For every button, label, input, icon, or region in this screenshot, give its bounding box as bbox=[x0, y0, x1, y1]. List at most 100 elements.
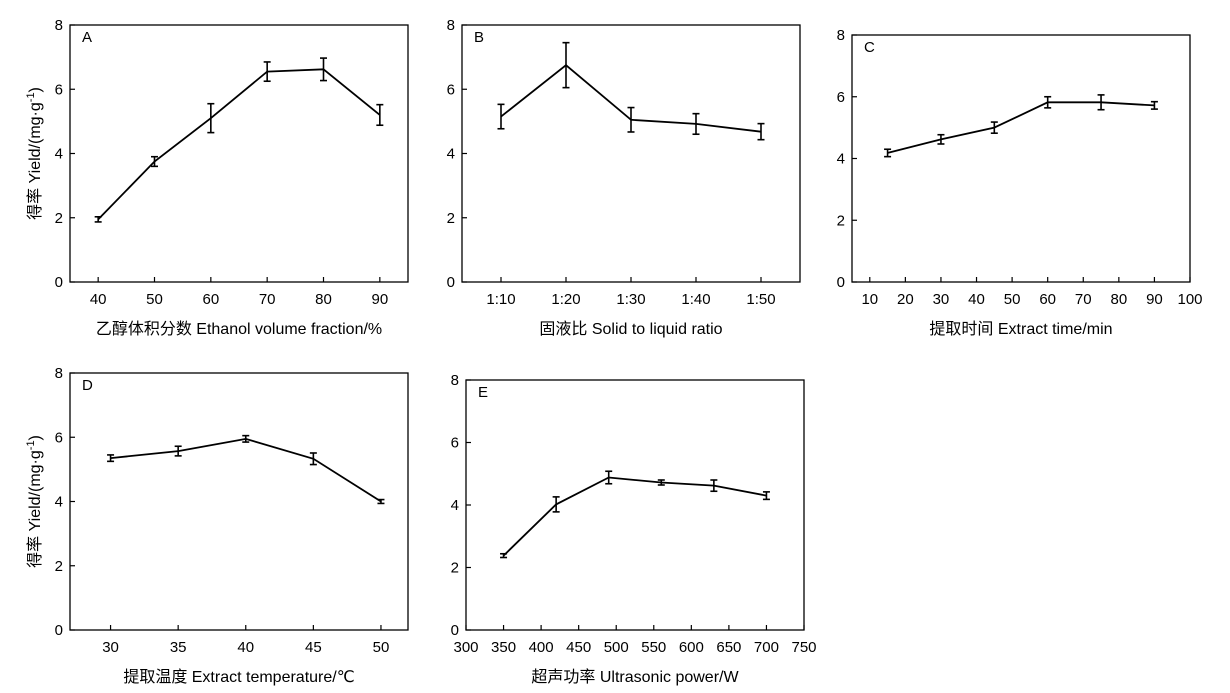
error-bar bbox=[657, 479, 665, 486]
panel-d: 0 2 4 6 8 30 35 40 45 50 D 提取温度 Extract temperature… bbox=[25, 365, 409, 686]
y-tick-label: 8 bbox=[55, 17, 63, 34]
y-tick-label: 6 bbox=[447, 81, 455, 98]
x-tick-label: 40 bbox=[968, 291, 985, 308]
y-tick-label: 6 bbox=[837, 89, 845, 106]
error-bar bbox=[320, 57, 327, 82]
x-tick-label: 30 bbox=[102, 639, 119, 656]
x-axis-title: 固液比 Solid to liquid ratio bbox=[539, 320, 722, 338]
y-tick-label: 0 bbox=[837, 274, 845, 291]
plot-frame bbox=[851, 34, 1191, 283]
error-bar bbox=[242, 434, 250, 443]
y-tick-label: 4 bbox=[55, 146, 63, 163]
y-axis-title: 得率 Yield/(mg·g-1) bbox=[25, 87, 44, 220]
error-bar bbox=[1150, 100, 1158, 110]
error-bar bbox=[757, 122, 765, 141]
x-tick-label: 70 bbox=[1075, 291, 1092, 308]
error-bar bbox=[107, 454, 115, 463]
error-bar bbox=[207, 102, 215, 134]
x-tick-label: 700 bbox=[754, 639, 779, 656]
error-bar bbox=[762, 491, 770, 501]
series-line bbox=[97, 68, 381, 221]
x-tick-label: 90 bbox=[371, 291, 388, 308]
error-bar bbox=[605, 470, 613, 485]
plot-frame bbox=[69, 24, 409, 283]
x-tick-label: 1:10 bbox=[486, 291, 515, 308]
y-tick-label: 0 bbox=[55, 274, 63, 291]
x-axis-title: 乙醇体积分数 Ethanol volume fraction/% bbox=[96, 320, 382, 338]
y-tick-label: 6 bbox=[55, 429, 63, 446]
x-tick-label: 50 bbox=[373, 639, 390, 656]
error-bar bbox=[94, 215, 102, 223]
y-tick-label: 4 bbox=[447, 146, 455, 163]
panel-label-c: C bbox=[864, 39, 875, 56]
x-tick-label: 20 bbox=[897, 291, 914, 308]
error-bar bbox=[692, 112, 700, 136]
y-tick-label: 2 bbox=[55, 558, 63, 575]
y-axis-title: 得率 Yield/(mg·g-1) bbox=[25, 435, 44, 568]
error-bar bbox=[710, 479, 718, 493]
error-bar bbox=[151, 155, 158, 168]
error-bar bbox=[884, 148, 892, 158]
x-tick-label: 50 bbox=[146, 291, 163, 308]
x-tick-label: 50 bbox=[1004, 291, 1021, 308]
panel-label-b: B bbox=[474, 29, 484, 46]
x-tick-label: 450 bbox=[566, 639, 591, 656]
panel-label-e: E bbox=[478, 384, 488, 401]
plot-frame bbox=[461, 24, 801, 283]
x-tick-label: 750 bbox=[791, 639, 816, 656]
x-tick-label: 30 bbox=[933, 291, 950, 308]
y-tick-label: 8 bbox=[451, 372, 459, 389]
x-tick-label: 80 bbox=[1110, 291, 1127, 308]
y-tick-label: 0 bbox=[451, 622, 459, 639]
x-tick-label: 400 bbox=[529, 639, 554, 656]
series-line bbox=[110, 437, 382, 503]
error-bar bbox=[552, 496, 560, 513]
x-tick-label: 10 bbox=[861, 291, 878, 308]
error-bar bbox=[562, 41, 570, 89]
panel-label-a: A bbox=[82, 29, 92, 46]
x-tick-label: 70 bbox=[259, 291, 276, 308]
y-tick-label: 0 bbox=[447, 274, 455, 291]
error-bar bbox=[937, 133, 945, 145]
x-tick-label: 1:50 bbox=[746, 291, 775, 308]
x-tick-label: 300 bbox=[453, 639, 478, 656]
x-axis-title: 提取时间 Extract time/min bbox=[929, 320, 1112, 338]
x-tick-label: 550 bbox=[641, 639, 666, 656]
y-tick-label: 4 bbox=[55, 494, 63, 511]
error-bar bbox=[990, 121, 998, 134]
panel-a: 0 2 4 6 8 40 50 60 70 80 90 A 乙醇体积分数 Ethanol volume … bbox=[25, 17, 409, 338]
error-bar bbox=[627, 106, 635, 133]
x-tick-label: 80 bbox=[315, 291, 332, 308]
y-tick-label: 6 bbox=[55, 81, 63, 98]
y-tick-label: 6 bbox=[451, 435, 459, 452]
x-tick-label: 90 bbox=[1146, 291, 1163, 308]
x-tick-label: 500 bbox=[604, 639, 629, 656]
x-tick-label: 350 bbox=[491, 639, 516, 656]
y-tick-label: 2 bbox=[447, 210, 455, 227]
x-tick-label: 600 bbox=[679, 639, 704, 656]
error-bar bbox=[377, 498, 385, 505]
error-bar bbox=[1044, 95, 1052, 109]
panel-b: 0 2 4 6 8 1:10 1:20 1:30 1:40 1:50 B 固液比 Solid to l… bbox=[447, 17, 801, 338]
x-tick-label: 60 bbox=[1039, 291, 1056, 308]
y-tick-label: 8 bbox=[55, 365, 63, 382]
error-bar bbox=[174, 445, 182, 457]
x-tick-label: 35 bbox=[170, 639, 187, 656]
y-tick-label: 4 bbox=[451, 497, 459, 514]
y-tick-label: 8 bbox=[837, 27, 845, 44]
y-tick-label: 2 bbox=[55, 210, 63, 227]
series-line bbox=[887, 101, 1155, 154]
x-tick-label: 1:40 bbox=[681, 291, 710, 308]
y-tick-label: 8 bbox=[447, 17, 455, 34]
x-tick-label: 60 bbox=[202, 291, 219, 308]
x-tick-label: 45 bbox=[305, 639, 322, 656]
series-line bbox=[502, 476, 767, 557]
panel-e: 0 2 4 6 8 300 350 400 450 500 550 600 650 700 750 E 超声功率… bbox=[451, 372, 817, 686]
error-bar bbox=[500, 552, 508, 559]
x-tick-label: 40 bbox=[90, 291, 107, 308]
y-tick-label: 2 bbox=[451, 560, 459, 577]
x-tick-label: 1:20 bbox=[551, 291, 580, 308]
error-bar bbox=[263, 61, 271, 83]
x-tick-label: 40 bbox=[237, 639, 254, 656]
